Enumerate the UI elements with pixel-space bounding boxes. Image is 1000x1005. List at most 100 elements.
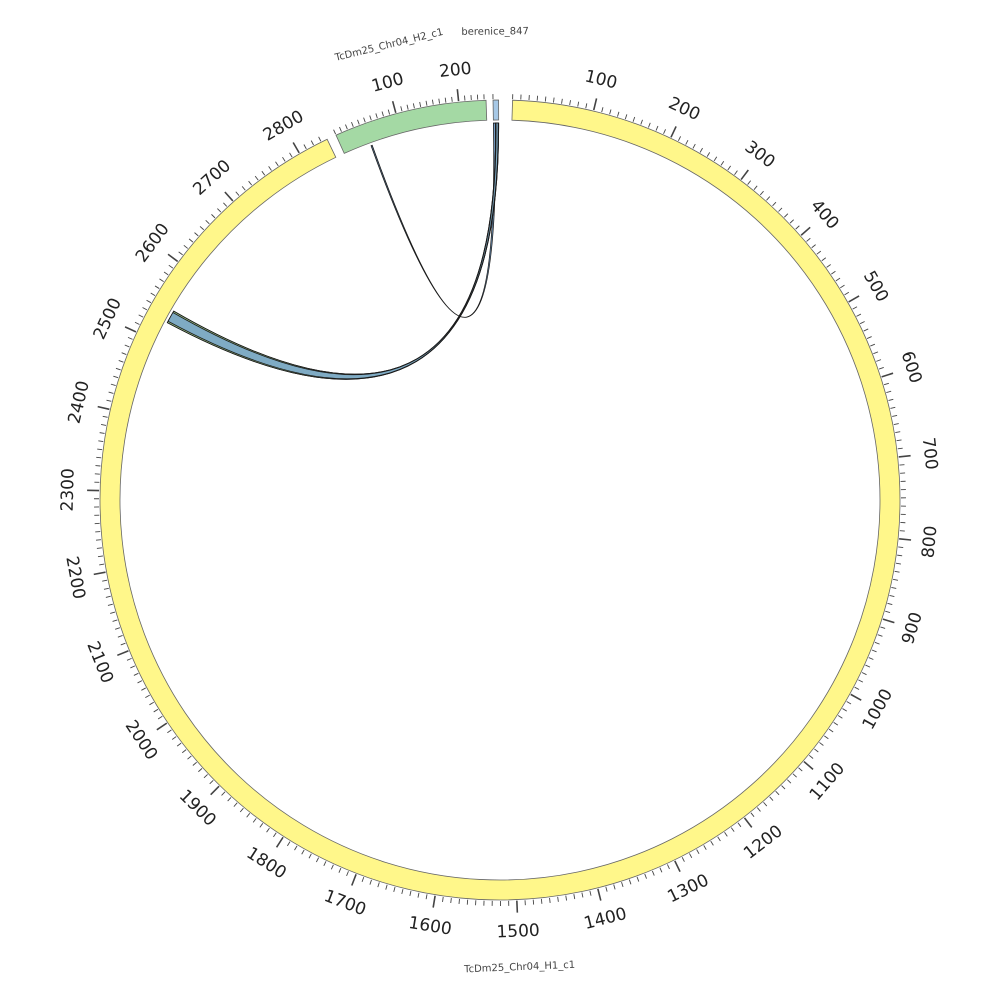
minor-tick <box>324 861 326 866</box>
minor-tick <box>578 102 579 107</box>
link-1 <box>371 123 496 317</box>
minor-tick <box>610 109 611 114</box>
minor-tick <box>345 125 347 130</box>
minor-tick <box>689 853 691 857</box>
minor-tick <box>865 665 870 667</box>
minor-tick <box>697 849 699 853</box>
minor-tick <box>111 384 116 385</box>
minor-tick <box>113 620 118 622</box>
minor-tick <box>614 885 615 890</box>
minor-tick <box>122 353 127 355</box>
major-tick <box>98 407 110 410</box>
tick-label: 2800 <box>260 107 307 146</box>
major-tick <box>433 896 435 908</box>
minor-tick <box>102 580 107 581</box>
minor-tick <box>590 891 591 896</box>
tick-label: 1400 <box>582 904 629 934</box>
minor-tick <box>856 314 860 316</box>
minor-tick <box>334 130 336 135</box>
minor-tick <box>143 308 147 310</box>
tick-label: 2300 <box>58 468 79 512</box>
minor-tick <box>169 265 173 268</box>
tick-label: 1600 <box>407 913 453 940</box>
minor-tick <box>135 322 139 324</box>
minor-tick <box>119 360 124 362</box>
minor-tick <box>420 102 421 107</box>
minor-tick <box>858 680 862 682</box>
major-tick <box>293 143 299 153</box>
minor-tick <box>641 120 643 125</box>
minor-tick <box>718 837 721 841</box>
minor-tick <box>109 392 114 393</box>
minor-tick <box>362 877 364 882</box>
minor-tick <box>309 854 311 858</box>
segment-tcdm25-chr04-h1-c1 <box>100 100 900 900</box>
minor-tick <box>845 292 849 295</box>
major-tick <box>352 874 356 885</box>
minor-tick <box>878 635 883 637</box>
tick-label: 1500 <box>496 921 540 943</box>
minor-tick <box>154 709 158 712</box>
minor-tick <box>870 344 875 346</box>
minor-tick <box>410 891 411 896</box>
minor-tick <box>242 186 245 190</box>
minor-tick <box>138 681 142 683</box>
minor-tick <box>550 898 551 903</box>
minor-tick <box>96 457 101 458</box>
major-tick <box>675 861 680 872</box>
minor-tick <box>158 716 162 719</box>
minor-tick <box>413 103 414 108</box>
minor-tick <box>200 226 204 229</box>
major-tick <box>851 694 861 700</box>
minor-tick <box>897 440 902 441</box>
sequence-label-tcdm25-chr04-h2-c1: TcDm25_Chr04_H2_c1 <box>333 27 444 64</box>
tick-label: 2000 <box>121 717 162 764</box>
minor-tick <box>108 604 113 605</box>
minor-tick <box>195 233 199 236</box>
minor-tick <box>364 118 366 123</box>
minor-tick <box>827 264 831 267</box>
minor-tick <box>106 400 111 401</box>
minor-tick <box>700 148 702 152</box>
minor-tick <box>249 181 252 185</box>
minor-tick <box>860 321 864 323</box>
minor-tick <box>751 813 754 817</box>
minor-tick <box>167 730 171 733</box>
minor-tick <box>104 588 109 589</box>
minor-tick <box>880 627 885 629</box>
minor-tick <box>351 122 353 127</box>
minor-tick <box>748 181 751 185</box>
minor-tick <box>782 786 786 790</box>
minor-tick <box>260 823 263 827</box>
major-tick <box>157 723 167 730</box>
minor-tick <box>282 157 285 161</box>
minor-tick <box>401 106 402 111</box>
minor-tick <box>210 780 214 784</box>
minor-tick <box>824 736 828 739</box>
minor-tick <box>452 97 453 102</box>
minor-tick <box>843 709 847 712</box>
tick-label: 2200 <box>61 555 88 601</box>
minor-tick <box>814 749 818 752</box>
minor-tick <box>686 140 688 144</box>
minor-tick <box>103 416 108 417</box>
minor-tick <box>228 797 231 801</box>
minor-tick <box>809 755 813 758</box>
minor-tick <box>869 658 874 660</box>
major-tick <box>598 889 601 901</box>
minor-tick <box>295 846 298 850</box>
minor-tick <box>633 117 635 122</box>
minor-tick <box>898 448 903 449</box>
minor-tick <box>151 293 155 296</box>
minor-tick <box>340 127 342 132</box>
tick-label: 2100 <box>82 639 117 687</box>
major-tick <box>801 227 810 235</box>
major-tick <box>741 170 748 180</box>
minor-tick <box>725 832 728 836</box>
minor-tick <box>896 563 901 564</box>
minor-tick <box>97 548 102 549</box>
major-tick <box>211 786 219 795</box>
minor-tick <box>311 141 313 145</box>
minor-tick <box>127 658 132 660</box>
minor-tick <box>370 880 372 885</box>
